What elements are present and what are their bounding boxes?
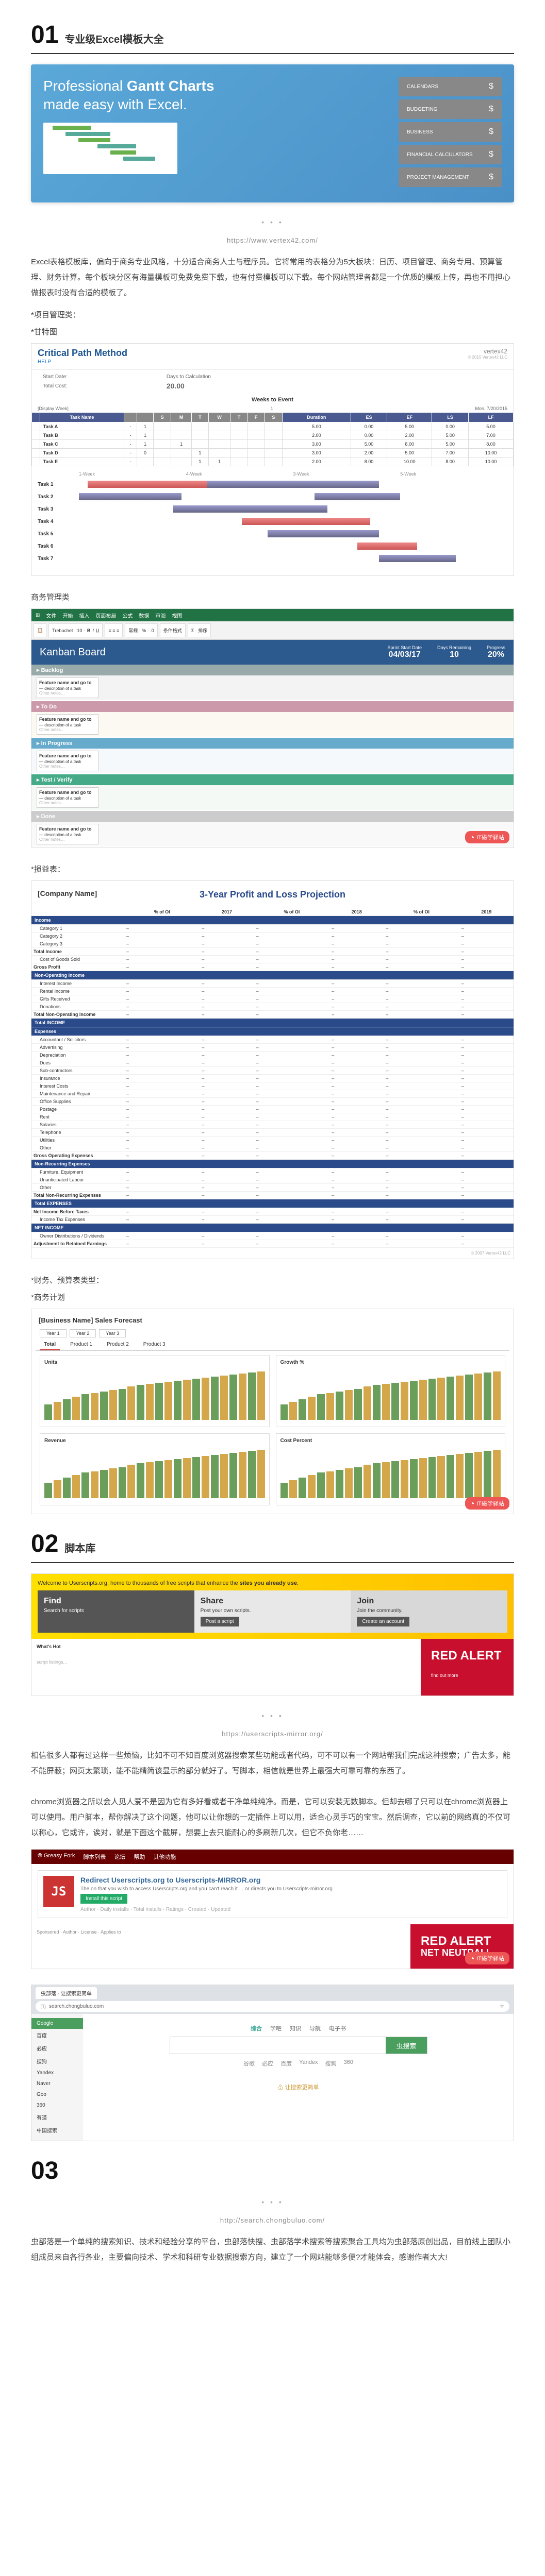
engine-link[interactable]: 360 bbox=[344, 2059, 353, 2067]
kanban-card[interactable]: Feature name and go to— description of a… bbox=[37, 677, 98, 698]
promo-title: Professional Gantt Charts made easy with… bbox=[43, 77, 399, 114]
redirect-figure: ⦾ Greasy Fork脚本列表论坛帮助其他功能 JS Redirect Us… bbox=[31, 1849, 514, 1969]
section-num-03: 03 bbox=[31, 2157, 58, 2185]
red-alert: RED ALERT find out more bbox=[421, 1639, 514, 1696]
search-type[interactable]: 学吧 bbox=[270, 2024, 282, 2032]
promo-buttons: CALENDARS$ BUDGETING$ BUSINESS$ FINANCIAL C… bbox=[399, 77, 502, 190]
engine-link[interactable]: 搜狗 bbox=[325, 2059, 337, 2067]
promo-button[interactable]: FINANCIAL CALCULATORS$ bbox=[399, 145, 502, 164]
kanban-card[interactable]: Feature name and go to— description of a… bbox=[37, 787, 98, 808]
excel-menubar: ⊞文件开始插入页面布局公式数据审阅视图 bbox=[31, 609, 514, 621]
sub-d: *损益表： bbox=[31, 863, 514, 874]
search-type[interactable]: 综合 bbox=[251, 2024, 262, 2032]
cpm-table: Task NameSMTWTFSDurationESEFLSLF Task A-… bbox=[31, 412, 514, 466]
kanban-card[interactable]: Feature name and go to— description of a… bbox=[37, 751, 98, 771]
search-type[interactable]: 导航 bbox=[309, 2024, 321, 2032]
help-link[interactable]: HELP bbox=[38, 359, 51, 365]
sidebar-engine[interactable]: Goo bbox=[31, 2089, 83, 2100]
kanban-title: Kanban Board bbox=[40, 647, 106, 658]
kanban-card[interactable]: Feature name and go to— description of a… bbox=[37, 714, 98, 735]
sidebar-engine[interactable]: 有道 bbox=[31, 2111, 83, 2124]
section-02-header: 02 脚本库 bbox=[31, 1530, 514, 1563]
engine-link[interactable]: 谷歌 bbox=[243, 2059, 255, 2067]
vertex-brand: vertex42 bbox=[468, 348, 507, 355]
chart-panel: Units bbox=[40, 1355, 270, 1427]
cpm-figure: Critical Path Method HELP vertex42 © 201… bbox=[31, 343, 514, 576]
chart-panel: Growth % bbox=[276, 1355, 506, 1427]
js-icon: JS bbox=[43, 1876, 74, 1907]
us-banner: Welcome to Userscripts.org, home to thou… bbox=[31, 1574, 514, 1639]
section-01-header: 01 专业级Excel模板大全 bbox=[31, 21, 514, 54]
search-button[interactable]: 虫搜索 bbox=[386, 2037, 426, 2054]
search-input[interactable] bbox=[170, 2037, 386, 2054]
watermark: IT磁学驿站 bbox=[465, 1497, 509, 1510]
browser-chrome: 虫部落 - 让搜索更简单 ⓘsearch.chongbuluo.com☆ bbox=[31, 1985, 514, 2014]
pl-table: % of OI2017% of OI2018% of OI2019 Income… bbox=[31, 908, 514, 1248]
sidebar-engine[interactable]: 360 bbox=[31, 2100, 83, 2111]
engine-link[interactable]: 必应 bbox=[262, 2059, 273, 2067]
install-button[interactable]: Install this script bbox=[80, 1894, 127, 1904]
company-name: [Company Name] bbox=[38, 889, 97, 897]
sidebar-engine[interactable]: 百度 bbox=[31, 2029, 83, 2042]
promo-button[interactable]: BUSINESS$ bbox=[399, 122, 502, 142]
engine-link[interactable]: Yandex bbox=[299, 2059, 318, 2067]
section-num: 01 bbox=[31, 21, 58, 49]
chongbuluo-figure: 虫部落 - 让搜索更简单 ⓘsearch.chongbuluo.com☆ Goo… bbox=[31, 1985, 514, 2141]
dashboard-figure: [Business Name] Sales Forecast Year 1Yea… bbox=[31, 1309, 514, 1514]
sidebar-engine[interactable]: 搜狗 bbox=[31, 2055, 83, 2067]
para-2: 相信很多人都有过这样一些烦恼，比如不可不知百度浏览器搜索某些功能或者代码，可不可… bbox=[31, 1748, 514, 1841]
engine-link[interactable]: 百度 bbox=[280, 2059, 292, 2067]
pl-figure: [Company Name] 3-Year Profit and Loss Pr… bbox=[31, 880, 514, 1259]
dash-title: [Business Name] Sales Forecast bbox=[36, 1313, 509, 1327]
dots-divider: • • • bbox=[31, 218, 514, 226]
vertex-promo-card: Professional Gantt Charts made easy with… bbox=[31, 64, 514, 202]
section-title: 专业级Excel模板大全 bbox=[64, 31, 163, 46]
watermark: IT磁学驿站 bbox=[465, 1952, 509, 1964]
redirect-title[interactable]: Redirect Userscripts.org to Userscripts-… bbox=[80, 1876, 502, 1884]
dash-tab[interactable]: Product 1 bbox=[66, 1340, 96, 1350]
sidebar-engine[interactable]: Naver bbox=[31, 2078, 83, 2089]
search-box: 虫搜索 bbox=[170, 2037, 427, 2054]
gantt-thumbnail bbox=[43, 123, 177, 174]
kanban-figure: ⊞文件开始插入页面布局公式数据审阅视图 📋 Trebuchet · 10 · B… bbox=[31, 608, 514, 848]
dash-tab[interactable]: Product 2 bbox=[103, 1340, 133, 1350]
chart-panel: Revenue bbox=[40, 1433, 270, 1505]
dash-tab[interactable]: Product 3 bbox=[139, 1340, 170, 1350]
para-3: 虫部落是一个单纯的搜索知识、技术和经验分享的平台，虫部落快搜、虫部落学术搜索等搜… bbox=[31, 2234, 514, 2265]
sub-a: *项目管理类： bbox=[31, 309, 514, 320]
sub-c: 商务管理类 bbox=[31, 591, 514, 602]
watermark: IT磁学驿站 bbox=[465, 831, 509, 843]
url-chong[interactable]: http://search.chongbuluo.com/ bbox=[31, 2216, 514, 2224]
dash-tab[interactable]: Total bbox=[40, 1340, 60, 1350]
sidebar-engine[interactable]: Google bbox=[31, 2018, 83, 2029]
pl-title: 3-Year Profit and Loss Projection bbox=[31, 881, 514, 908]
promo-button[interactable]: CALENDARS$ bbox=[399, 77, 502, 96]
sidebar-engine[interactable]: 必应 bbox=[31, 2042, 83, 2055]
url-userscripts[interactable]: https://userscripts-mirror.org/ bbox=[31, 1730, 514, 1738]
search-type[interactable]: 电子书 bbox=[329, 2024, 346, 2032]
promo-button[interactable]: BUDGETING$ bbox=[399, 99, 502, 119]
chart-panel: Cost Percent bbox=[276, 1433, 506, 1505]
para-1: Excel表格模板库，偏向于商务专业风格，十分适合商务人士与程序员。它将常用的表… bbox=[31, 255, 514, 301]
promo-button[interactable]: PROJECT MANAGEMENT$ bbox=[399, 167, 502, 187]
gantt-chart: 1-Week4-Week3-Week5-Week Task 1Task 2Tas… bbox=[31, 466, 514, 575]
userscripts-figure: Welcome to Userscripts.org, home to thou… bbox=[31, 1573, 514, 1696]
sidebar-engine[interactable]: 中国搜索 bbox=[31, 2124, 83, 2137]
excel-ribbon: 📋 Trebuchet · 10 · B I U ≡ ≡ ≡ 常规 · % · … bbox=[31, 621, 514, 640]
sub-b: *甘特图 bbox=[31, 326, 514, 337]
kanban-card[interactable]: Feature name and go to— description of a… bbox=[37, 824, 98, 844]
url-vertex[interactable]: https://www.vertex42.com/ bbox=[31, 236, 514, 244]
cpm-title: Critical Path Method bbox=[38, 348, 127, 359]
sub-f: *商务计划 bbox=[31, 1292, 514, 1302]
sidebar-engine[interactable]: Yandex bbox=[31, 2067, 83, 2078]
search-type[interactable]: 知识 bbox=[290, 2024, 301, 2032]
sub-e: *财务、预算表类型： bbox=[31, 1275, 514, 1285]
